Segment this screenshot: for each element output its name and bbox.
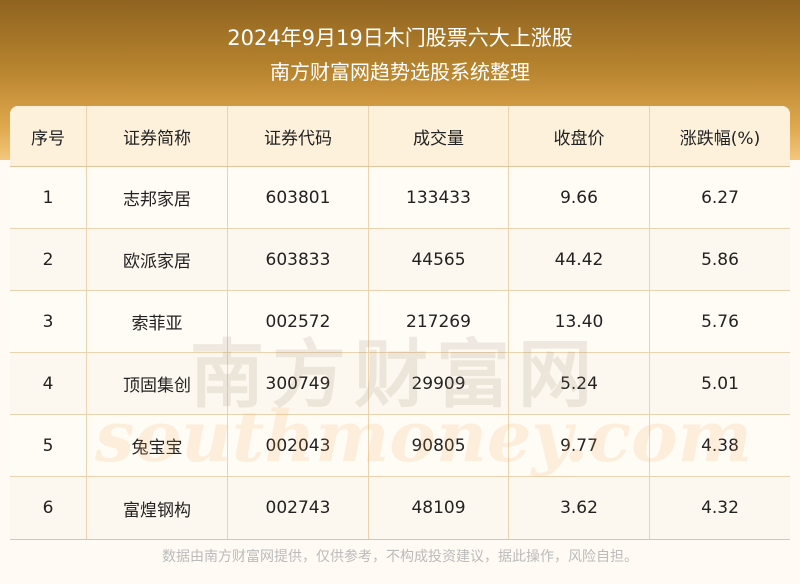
cell-change: 4.32 [701, 498, 739, 518]
cell-name: 顶固集创 [87, 353, 228, 414]
cell-index: 4 [10, 353, 87, 414]
table-row: 3 索菲亚 002572 217269 13.40 5.76 [10, 291, 790, 353]
table-header-row: 序号 证券简称 证券代码 成交量 收盘价 涨跌幅(%) [10, 106, 790, 167]
cell-code: 603833 [228, 229, 369, 290]
cell-change: 5.86 [701, 249, 739, 270]
cell-volume: 44565 [369, 229, 509, 290]
cell-volume: 29909 [369, 353, 509, 414]
cell-name: 志邦家居 [87, 167, 228, 228]
cell-close: 13.40 [509, 291, 650, 352]
cell-name: 兔宝宝 [87, 415, 228, 476]
cell-close: 3.62 [509, 477, 650, 539]
column-header-name: 证券简称 [87, 106, 228, 166]
cell-index: 5 [10, 415, 87, 476]
column-header-index: 序号 [10, 106, 87, 166]
table-row: 1 志邦家居 603801 133433 9.66 6.27 [10, 167, 790, 229]
table-row: 2 欧派家居 603833 44565 44.42 5.86 [10, 229, 790, 291]
cell-code: 603801 [228, 167, 369, 228]
cell-volume: 48109 [369, 477, 509, 539]
page-subtitle: 南方财富网趋势选股系统整理 [270, 60, 530, 84]
cell-close: 44.42 [509, 229, 650, 290]
cell-index: 6 [10, 477, 87, 539]
cell-code: 002043 [228, 415, 369, 476]
cell-index: 2 [10, 229, 87, 290]
cell-volume: 217269 [369, 291, 509, 352]
disclaimer: 数据由南方财富网提供，仅供参考，不构成投资建议，据此操作，风险自担。 [162, 549, 638, 565]
cell-close: 5.24 [509, 353, 650, 414]
stock-table: 序号 证券简称 证券代码 成交量 收盘价 涨跌幅(%) 1 志邦家居 603801 1… [10, 106, 790, 540]
cell-close: 9.77 [509, 415, 650, 476]
cell-change: 5.01 [701, 373, 739, 394]
cell-name: 富煌钢构 [87, 477, 228, 539]
page-title: 2024年9月19日木门股票六大上涨股 [227, 26, 573, 50]
cell-volume: 133433 [369, 167, 509, 228]
cell-volume: 90805 [369, 415, 509, 476]
table-row: 5 兔宝宝 002043 90805 9.77 4.38 [10, 415, 790, 477]
cell-code: 002743 [228, 477, 369, 539]
column-header-code: 证券代码 [228, 106, 369, 166]
cell-change: 6.27 [701, 187, 739, 208]
cell-change: 5.76 [701, 311, 739, 332]
column-header-volume: 成交量 [369, 106, 509, 166]
cell-index: 1 [10, 167, 87, 228]
cell-name: 欧派家居 [87, 229, 228, 290]
table-row: 4 顶固集创 300749 29909 5.24 5.01 [10, 353, 790, 415]
table-row: 6 富煌钢构 002743 48109 3.62 4.32 [10, 477, 790, 539]
cell-close: 9.66 [509, 167, 650, 228]
cell-code: 300749 [228, 353, 369, 414]
column-header-close: 收盘价 [509, 106, 650, 166]
cell-index: 3 [10, 291, 87, 352]
column-header-change: 涨跌幅(%) [679, 128, 761, 149]
cell-name: 索菲亚 [87, 291, 228, 352]
cell-code: 002572 [228, 291, 369, 352]
cell-change: 4.38 [701, 435, 739, 456]
